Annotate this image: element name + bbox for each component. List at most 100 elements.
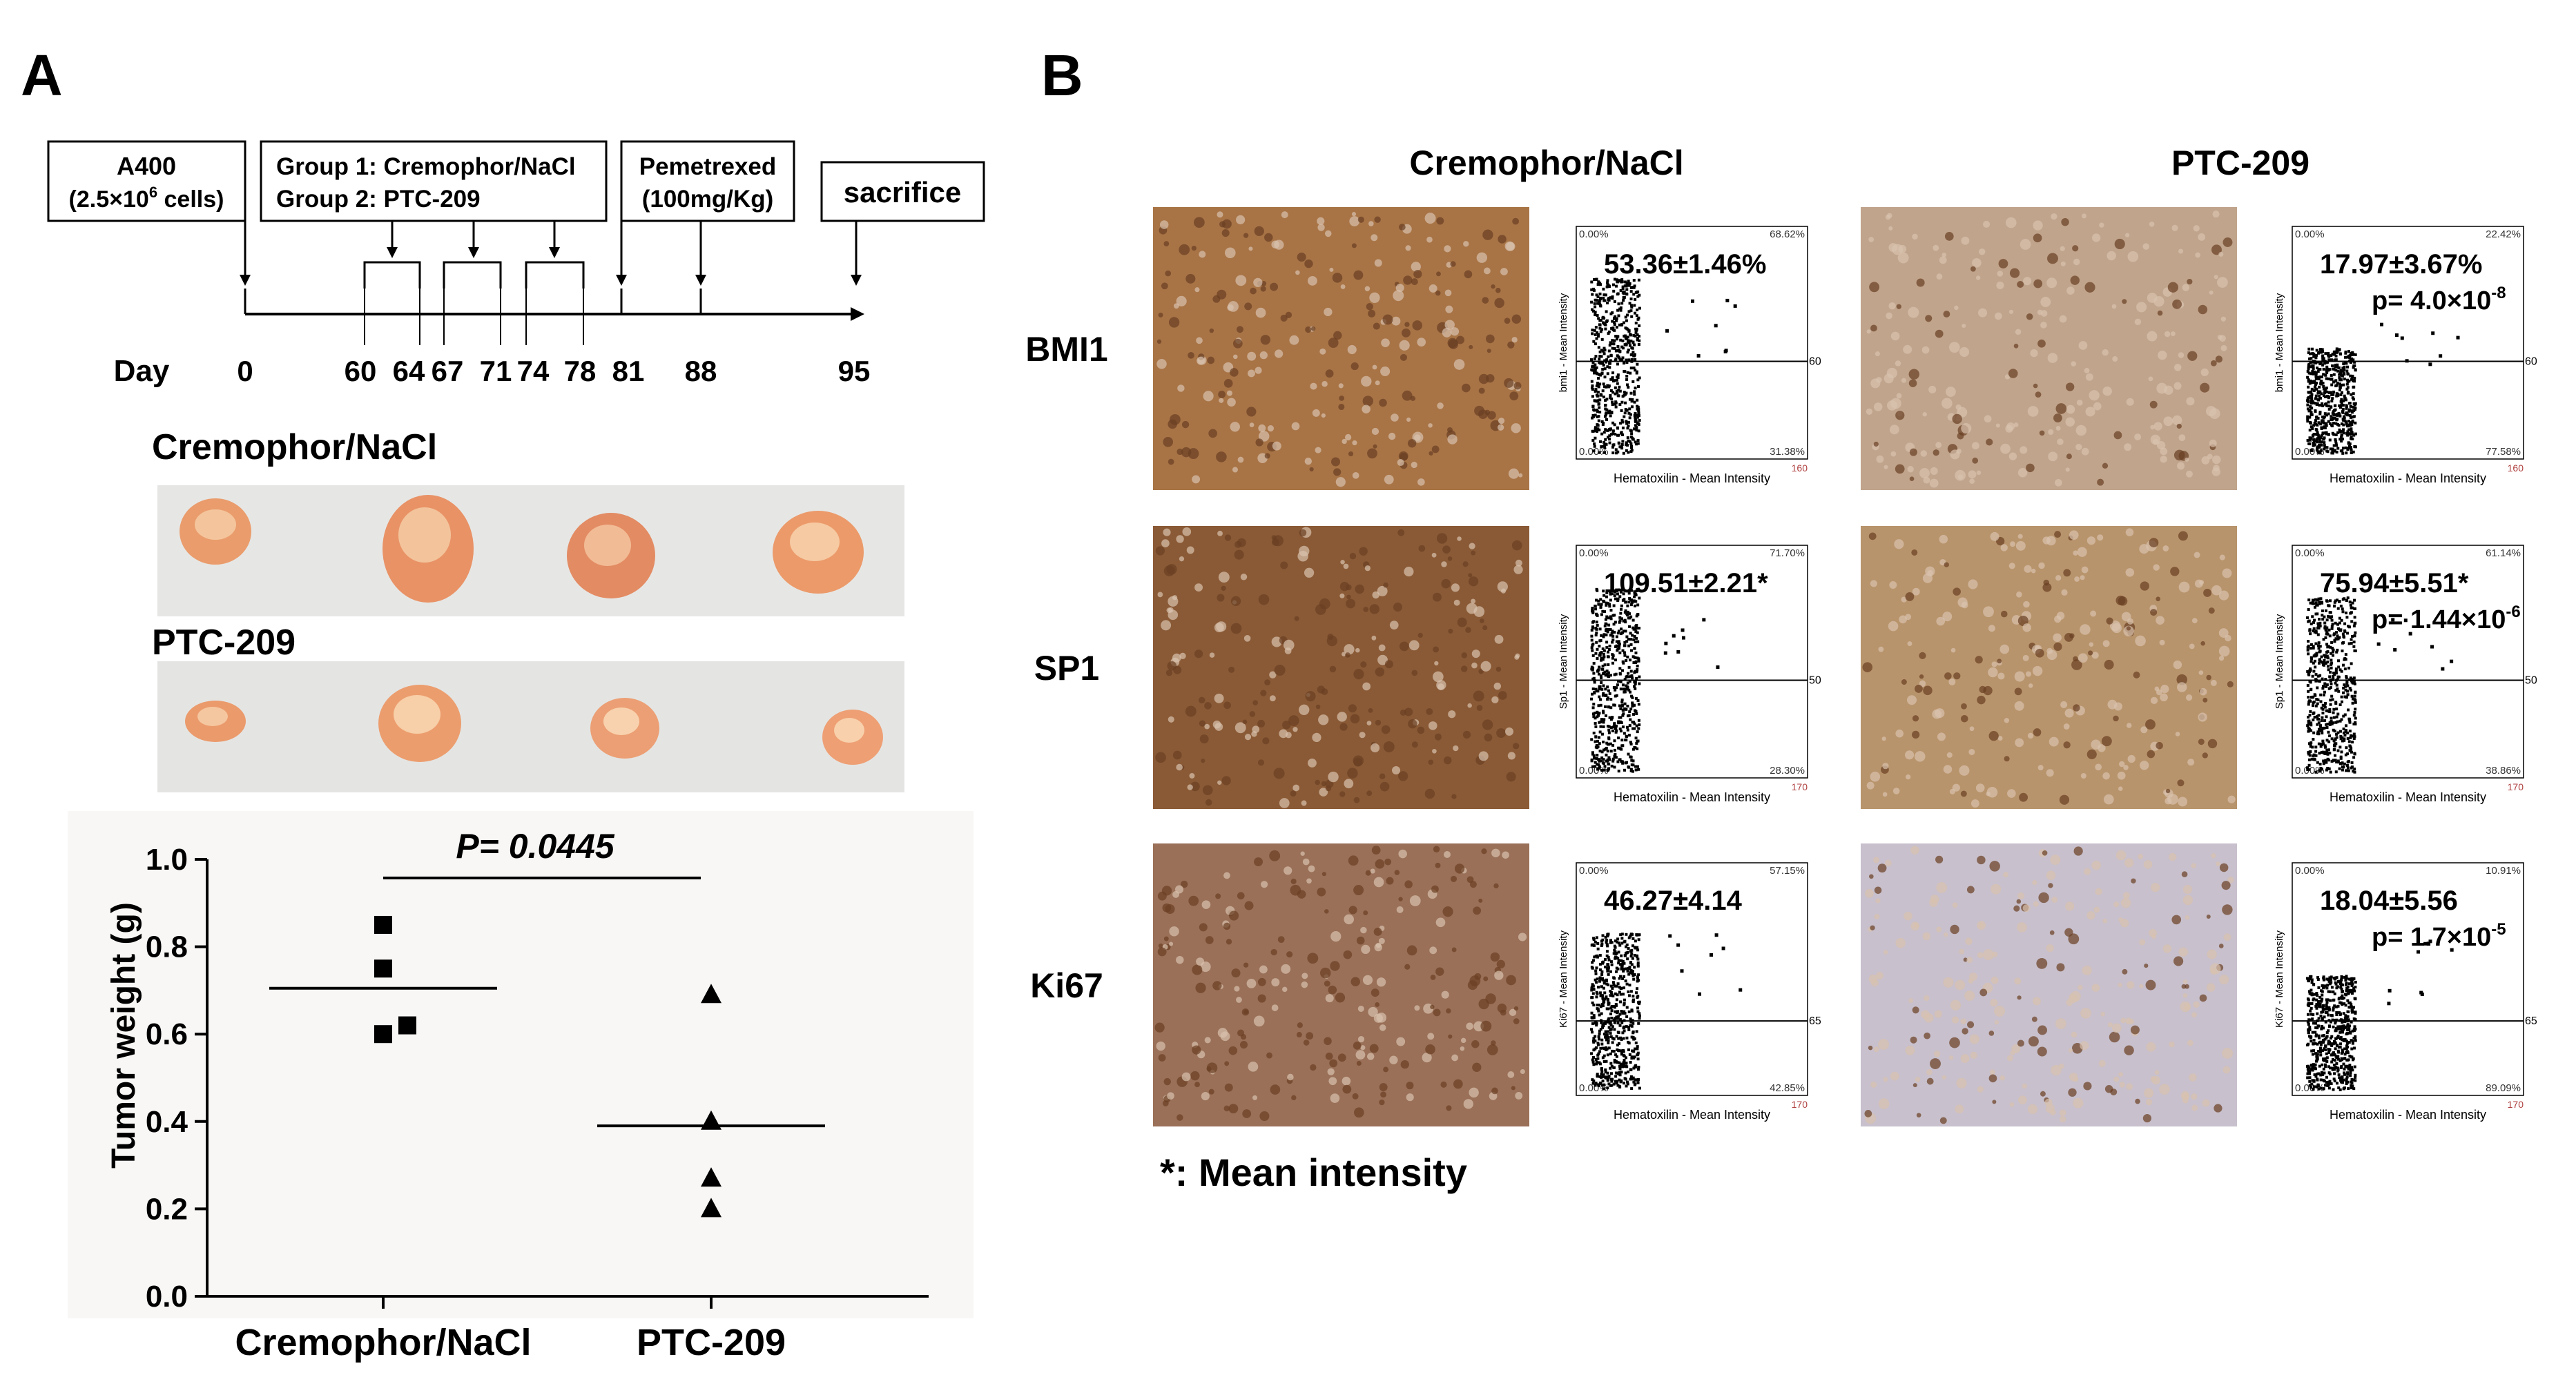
scatter-point: [1631, 748, 1635, 751]
scatter-point: [2325, 387, 2328, 390]
scatter-point: [1609, 706, 1613, 710]
scatter-point: [1607, 1001, 1610, 1004]
nucleus: [1992, 1100, 1997, 1104]
nucleus: [2200, 368, 2209, 377]
nucleus: [1185, 705, 1197, 717]
nucleus: [2223, 933, 2231, 941]
scatter-point: [1592, 1004, 1596, 1007]
nucleus: [2165, 788, 2171, 794]
scatter-point: [2354, 649, 2357, 652]
scatter-point: [2313, 385, 2316, 389]
scatter-point: [2351, 437, 2354, 440]
scatter-point: [2315, 416, 2318, 419]
scatter-point: [2345, 682, 2349, 685]
scatter-point: [1634, 1064, 1638, 1067]
scatter-point: [2334, 759, 2337, 762]
scatter-point: [2330, 618, 2334, 622]
nucleus: [1964, 990, 1975, 1001]
nucleus: [2017, 1040, 2024, 1047]
nucleus: [1340, 284, 1346, 289]
nucleus: [1939, 1117, 1947, 1124]
scatter-point: [1603, 670, 1607, 674]
scatter-point: [1621, 346, 1625, 350]
nucleus: [1191, 245, 1197, 251]
scatter-point: [1602, 422, 1605, 425]
nucleus: [1161, 620, 1172, 631]
nucleus: [1898, 244, 1907, 253]
nucleus: [1310, 1064, 1317, 1071]
scatter-point: [1590, 986, 1594, 989]
nucleus: [1997, 271, 2004, 277]
nucleus: [1868, 1045, 1873, 1051]
scatter-point: [2331, 352, 2334, 355]
nucleus: [1397, 459, 1404, 467]
scatter-point: [1596, 977, 1599, 981]
scatter-point: [2330, 652, 2333, 655]
nucleus: [1350, 977, 1360, 987]
scatter-point: [1614, 335, 1618, 338]
scatter-point: [1601, 694, 1605, 697]
nucleus: [1391, 316, 1401, 326]
scatter-point: [1598, 750, 1602, 753]
nucleus: [1291, 1095, 1297, 1101]
nucleus: [2182, 284, 2190, 291]
scatter-point: [2331, 397, 2334, 400]
scatter-point: [1619, 590, 1623, 594]
scatter-point: [2354, 1039, 2357, 1042]
nucleus: [2124, 443, 2132, 451]
scatter-point: [2321, 727, 2325, 730]
scatter-point: [1637, 727, 1640, 730]
nucleus: [2149, 221, 2155, 227]
scatter-point: [2350, 448, 2353, 451]
scatter-point: [2345, 616, 2349, 619]
scatter-point: [2321, 687, 2325, 690]
nucleus: [2081, 447, 2089, 456]
nucleus: [1878, 1039, 1889, 1050]
nucleus: [1483, 976, 1489, 982]
nucleus: [2173, 956, 2184, 966]
scatter-point: [1629, 367, 1633, 370]
scatter-point: [1600, 613, 1603, 616]
scatter-point: [2325, 739, 2329, 742]
scatter-point: [1594, 652, 1598, 655]
nucleus: [2070, 990, 2081, 1002]
scatter-outlier: [1725, 298, 1730, 302]
nucleus: [1364, 286, 1371, 291]
nucleus: [1379, 1024, 1386, 1031]
scatter-point: [2326, 766, 2330, 770]
scatter-point: [2335, 349, 2338, 353]
nucleus: [1950, 449, 1960, 460]
nucleus: [1934, 1010, 1942, 1018]
nucleus: [1248, 1062, 1259, 1072]
nucleus: [1281, 964, 1291, 974]
scatter-point: [2339, 404, 2343, 407]
nucleus: [1912, 587, 1920, 596]
nucleus: [1975, 783, 1985, 792]
scatter-point: [1607, 627, 1611, 631]
scatter-point: [1627, 1010, 1631, 1013]
scatter-point: [2347, 391, 2350, 395]
nucleus: [1217, 530, 1223, 536]
scatter-point: [2349, 745, 2352, 749]
nucleus: [1377, 654, 1388, 665]
scatter-point: [2323, 690, 2326, 694]
scatter-point: [1596, 739, 1600, 743]
scatter-point: [2329, 679, 2332, 683]
nucleus: [1399, 641, 1409, 652]
scatter-point: [2334, 379, 2338, 382]
scatter-point: [1604, 965, 1607, 968]
scatter-point: [2327, 355, 2331, 358]
scatter-point: [2339, 373, 2343, 377]
scatter-point: [2310, 398, 2314, 401]
scatter-point: [1619, 963, 1623, 966]
scatter-outlier: [2456, 335, 2460, 340]
y-tick-label: 0.2: [146, 1192, 188, 1226]
scatter-point: [1598, 1075, 1602, 1078]
scatter-point: [2350, 437, 2353, 440]
scatter-point: [1593, 691, 1596, 694]
scatter-point: [1610, 716, 1614, 720]
scatter-point: [1591, 966, 1594, 970]
nucleus: [1244, 733, 1252, 741]
nucleus: [1924, 995, 1930, 1002]
data-point-square: [374, 1025, 392, 1044]
